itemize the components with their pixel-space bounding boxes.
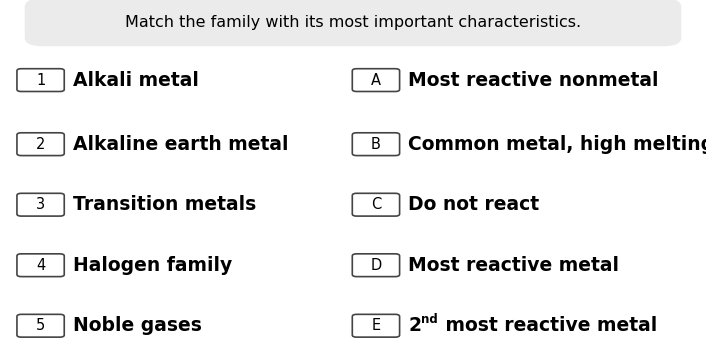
Text: Most reactive metal: Most reactive metal — [408, 256, 619, 275]
FancyBboxPatch shape — [17, 314, 64, 337]
FancyBboxPatch shape — [17, 133, 64, 156]
Text: 2: 2 — [36, 137, 45, 152]
Text: Transition metals: Transition metals — [73, 195, 256, 214]
Text: A: A — [371, 73, 381, 88]
Text: Do not react: Do not react — [408, 195, 539, 214]
Text: C: C — [371, 197, 381, 212]
Text: E: E — [371, 318, 381, 333]
Text: Noble gases: Noble gases — [73, 316, 202, 335]
FancyBboxPatch shape — [352, 314, 400, 337]
Text: B: B — [371, 137, 381, 152]
FancyBboxPatch shape — [352, 193, 400, 216]
Text: Halogen family: Halogen family — [73, 256, 232, 275]
FancyBboxPatch shape — [352, 69, 400, 91]
Text: 5: 5 — [36, 318, 45, 333]
Text: Match the family with its most important characteristics.: Match the family with its most important… — [125, 15, 581, 30]
FancyBboxPatch shape — [352, 133, 400, 156]
Text: Common metal, high melting point: Common metal, high melting point — [408, 135, 706, 154]
Text: 1: 1 — [36, 73, 45, 88]
FancyBboxPatch shape — [17, 69, 64, 91]
Text: Alkali metal: Alkali metal — [73, 70, 198, 90]
Text: 2: 2 — [408, 316, 421, 335]
Text: most reactive metal: most reactive metal — [439, 316, 657, 335]
Text: 3: 3 — [36, 197, 45, 212]
Text: nd: nd — [421, 313, 438, 326]
Text: Most reactive nonmetal: Most reactive nonmetal — [408, 70, 659, 90]
Text: D: D — [371, 258, 381, 273]
Text: 4: 4 — [36, 258, 45, 273]
Text: Alkaline earth metal: Alkaline earth metal — [73, 135, 288, 154]
FancyBboxPatch shape — [352, 254, 400, 277]
FancyBboxPatch shape — [25, 0, 681, 46]
FancyBboxPatch shape — [17, 193, 64, 216]
FancyBboxPatch shape — [17, 254, 64, 277]
